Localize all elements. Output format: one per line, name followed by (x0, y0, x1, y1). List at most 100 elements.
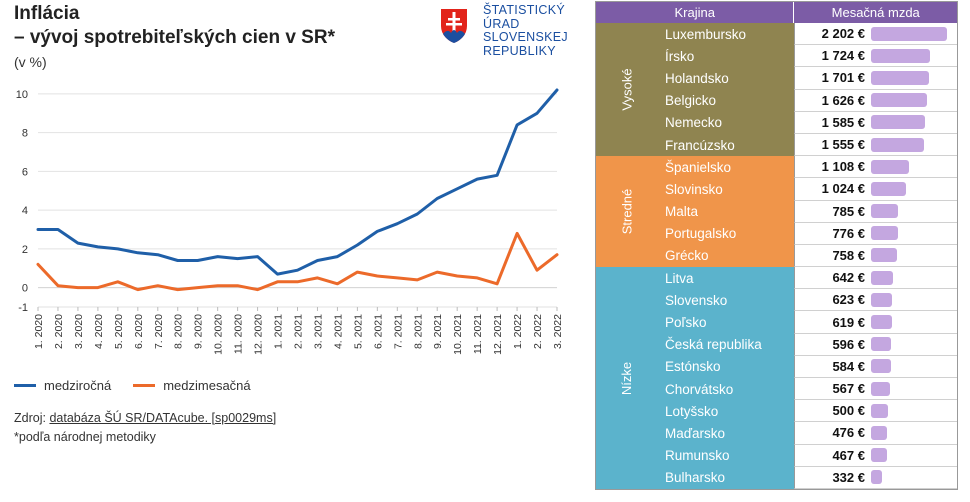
wage-table: Krajina Mesačná mzda Vysoké Luxembursko 2 … (595, 1, 958, 490)
wage-bar-track (871, 26, 957, 41)
legend-label-mom: medzimesačná (163, 378, 251, 393)
wage-cell: 500 € (794, 400, 957, 423)
table-row: Írsko 1 724 € (658, 45, 957, 68)
x-tick-label: 3. 2021 (312, 314, 324, 349)
wage-bar (871, 270, 894, 285)
wage-bar-track (871, 115, 957, 130)
x-tick-label: 2. 2021 (293, 314, 305, 349)
wage-value: 1 555 € (821, 137, 865, 153)
table-row: Portugalsko 776 € (658, 222, 957, 245)
x-tick-label: 7. 2021 (392, 314, 404, 349)
wage-bar (871, 403, 889, 418)
wage-cell: 1 024 € (794, 178, 957, 201)
wage-bar (871, 381, 891, 396)
x-tick-label: 9. 2020 (193, 314, 205, 349)
x-tick-label: 1. 2021 (273, 314, 285, 349)
logo-line: ÚRAD (483, 16, 520, 31)
country-cell: Luxembursko (658, 23, 794, 46)
wage-value: 1 724 € (821, 48, 865, 64)
table-group: Nízke Litva 642 € Slovensko 623 € Poľsko 619 €… (596, 267, 957, 489)
wage-value: 619 € (832, 314, 865, 330)
wage-cell: 476 € (794, 422, 957, 445)
wage-bar (871, 248, 898, 263)
table-row: Belgicko 1 626 € (658, 89, 957, 112)
legend-swatch-mom (133, 384, 156, 387)
wage-cell: 1 701 € (794, 67, 957, 90)
wage-bar (871, 159, 910, 174)
x-tick-label: 7. 2020 (153, 314, 165, 349)
wage-value: 476 € (832, 425, 865, 441)
group-label: Vysoké (596, 23, 658, 157)
group-rows: Litva 642 € Slovensko 623 € Poľsko 619 € Česká… (658, 267, 957, 489)
wage-value: 776 € (832, 225, 865, 241)
wage-cell: 1 626 € (794, 89, 957, 112)
x-tick-label: 3. 2022 (552, 314, 564, 349)
series-line-yoy (36, 88, 559, 276)
wage-value: 642 € (832, 270, 865, 286)
wage-bar (871, 181, 907, 196)
wage-cell: 1 585 € (794, 111, 957, 134)
table-row: Francúzsko 1 555 € (658, 133, 957, 157)
x-tick-label: 9. 2021 (432, 314, 444, 349)
country-cell: Slovinsko (658, 178, 794, 201)
title-line-2: – vývoj spotrebiteľských cien v SR* (14, 27, 335, 48)
wage-value: 1 701 € (821, 70, 865, 86)
x-tick-label: 3. 2020 (73, 314, 85, 349)
wage-bar (871, 70, 930, 85)
legend-swatch-yoy (14, 384, 36, 387)
wage-bar-track (871, 70, 957, 85)
wage-bar-track (871, 181, 957, 196)
country-cell: Írsko (658, 45, 794, 68)
wage-bar (871, 470, 883, 485)
inflation-line-chart: -1 0 2 4 6 8 10 1. 2020 2. 2020 3. 2020 4. 2020 5. … (16, 88, 564, 355)
country-cell: Španielsko (658, 156, 794, 179)
country-cell: Holandsko (658, 67, 794, 90)
logo-line: ŠTATISTICKÝ (483, 3, 566, 17)
logo-line: REPUBLIKY (483, 43, 556, 58)
table-row: Luxembursko 2 202 € (658, 23, 957, 46)
country-cell: Rumunsko (658, 444, 794, 467)
x-tick-label: 11. 2020 (233, 314, 245, 354)
wage-value: 1 626 € (821, 92, 865, 108)
series-line-mom (36, 231, 559, 292)
x-tick-label: 5. 2021 (352, 314, 364, 349)
country-cell: Francúzsko (658, 133, 794, 157)
table-row: Španielsko 1 108 € (658, 156, 957, 179)
x-tick-label: 6. 2021 (372, 314, 384, 349)
wage-bar-track (871, 448, 957, 463)
country-cell: Nemecko (658, 111, 794, 134)
wage-bar-track (871, 425, 957, 440)
legend-label-yoy: medziročná (44, 378, 112, 393)
table-header: Krajina Mesačná mzda (596, 2, 957, 23)
wage-bar-track (871, 93, 957, 108)
group-rows: Luxembursko 2 202 € Írsko 1 724 € Holandsko 1… (658, 23, 957, 157)
wage-bar-track (871, 159, 957, 174)
group-label: Stredné (596, 156, 658, 268)
wage-bar-track (871, 137, 957, 152)
wage-bar-track (871, 248, 957, 263)
group-label-text: Vysoké (619, 68, 635, 111)
country-cell: Česká republika (658, 333, 794, 356)
table-row: Holandsko 1 701 € (658, 67, 957, 90)
wage-bar (871, 425, 888, 440)
logo-text: ŠTATISTICKÝ ÚRAD SLOVENSKEJ REPUBLIKY (483, 3, 568, 58)
wage-bar-track (871, 270, 957, 285)
x-tick-label: 1. 2022 (512, 314, 524, 349)
group-rows: Španielsko 1 108 € Slovinsko 1 024 € Malta 78… (658, 156, 957, 268)
y-tick-label: 6 (22, 166, 28, 178)
table-row: Lotyšsko 500 € (658, 400, 957, 423)
table-row: Bulharsko 332 € (658, 466, 957, 489)
wage-bar (871, 337, 892, 352)
source-link[interactable]: databáza ŠÚ SR/DATAcube. [sp0029ms] (49, 411, 277, 425)
country-cell: Lotyšsko (658, 400, 794, 423)
wage-bar (871, 26, 947, 41)
wage-bar (871, 204, 898, 219)
wage-cell: 642 € (794, 267, 957, 290)
wage-bar-track (871, 470, 957, 485)
table-row: Grécko 758 € (658, 244, 957, 268)
statistical-office-logo: ŠTATISTICKÝ ÚRAD SLOVENSKEJ REPUBLIKY (436, 3, 586, 64)
wage-value: 1 108 € (821, 159, 865, 175)
y-tick-label: 0 (22, 283, 28, 295)
column-header-country: Krajina (596, 2, 795, 23)
table-row: Nemecko 1 585 € (658, 111, 957, 134)
